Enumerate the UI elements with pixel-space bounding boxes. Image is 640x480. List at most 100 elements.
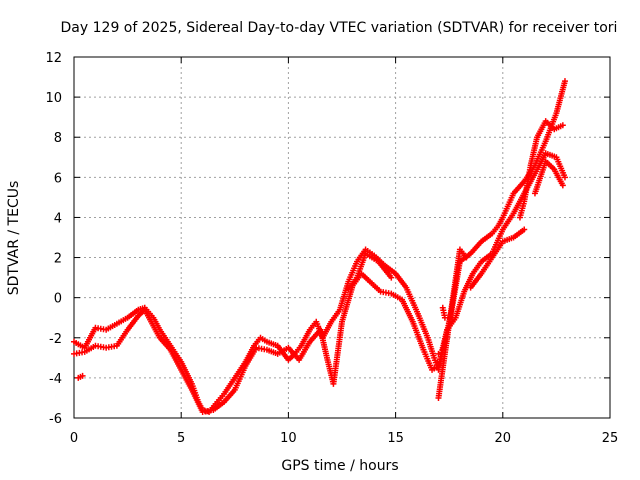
data-point xyxy=(323,352,330,359)
y-tick-label: 0 xyxy=(54,292,62,307)
y-tick-label: 8 xyxy=(54,131,62,146)
data-point xyxy=(433,364,440,371)
data-point xyxy=(520,200,527,207)
data-point xyxy=(375,286,382,293)
data-point xyxy=(187,384,194,391)
x-tick-label: 10 xyxy=(280,431,297,446)
x-tick-label: 5 xyxy=(177,431,185,446)
data-point xyxy=(338,320,345,327)
data-point xyxy=(498,228,505,235)
data-point xyxy=(296,344,303,351)
data-point xyxy=(353,260,360,267)
data-point xyxy=(541,152,548,159)
data-point xyxy=(533,136,540,143)
data-point xyxy=(498,240,505,247)
data-point xyxy=(261,346,268,353)
chart-title: Day 129 of 2025, Sidereal Day-to-day VTE… xyxy=(61,20,618,36)
data-point xyxy=(272,341,279,348)
data-point xyxy=(79,349,86,356)
data-point xyxy=(428,364,435,371)
data-point xyxy=(390,269,397,276)
data-point xyxy=(261,337,268,344)
data-point xyxy=(79,343,86,350)
data-point xyxy=(527,164,534,171)
data-point xyxy=(385,290,392,297)
data-point xyxy=(219,392,226,399)
data-point xyxy=(441,312,448,319)
y-tick-label: -4 xyxy=(49,372,62,387)
data-point xyxy=(396,295,403,302)
data-point xyxy=(487,256,494,263)
data-point xyxy=(198,406,205,413)
data-point xyxy=(549,164,556,171)
y-tick-label: 10 xyxy=(45,91,62,106)
data-point xyxy=(335,308,342,315)
data-point xyxy=(498,216,505,223)
data-point xyxy=(519,227,526,234)
data-point xyxy=(530,172,537,179)
data-point xyxy=(100,344,107,351)
data-point xyxy=(430,352,437,359)
data-point xyxy=(111,343,118,350)
data-point xyxy=(305,328,312,335)
data-point xyxy=(509,212,516,219)
data-point xyxy=(423,332,430,339)
data-point xyxy=(91,326,98,333)
y-tick-label: 4 xyxy=(54,211,62,226)
data-point xyxy=(123,328,130,335)
data-point xyxy=(133,308,140,315)
y-tick-label: 2 xyxy=(54,252,62,267)
data-point xyxy=(468,272,475,279)
data-point xyxy=(219,400,226,407)
grid-lines xyxy=(74,57,610,418)
data-point xyxy=(460,290,467,297)
data-points xyxy=(71,78,568,415)
data-point xyxy=(230,388,237,395)
x-tick-label: 20 xyxy=(495,431,512,446)
data-point xyxy=(177,364,184,371)
data-point xyxy=(541,140,548,147)
data-point xyxy=(435,350,442,357)
x-tick-label: 25 xyxy=(602,431,619,446)
x-axis-ticks: 0 5 10 15 20 25 xyxy=(70,57,618,446)
data-point xyxy=(77,373,84,380)
data-point xyxy=(551,153,558,160)
data-point xyxy=(561,80,568,87)
data-point xyxy=(361,252,368,259)
data-point xyxy=(476,240,483,247)
y-tick-label: -2 xyxy=(49,332,62,347)
data-point xyxy=(365,277,372,284)
data-point xyxy=(252,346,259,353)
data-point xyxy=(508,235,515,242)
data-point xyxy=(373,257,380,264)
y-tick-label: 6 xyxy=(54,171,62,186)
y-axis-label: SDTVAR / TECUs xyxy=(6,181,22,296)
data-point xyxy=(241,365,248,372)
data-point xyxy=(386,272,393,279)
data-point xyxy=(207,407,214,414)
data-point xyxy=(558,180,565,187)
plot-frame xyxy=(73,56,611,419)
data-point xyxy=(305,340,312,347)
data-point xyxy=(477,272,484,279)
data-point xyxy=(419,344,426,351)
data-point xyxy=(408,316,415,323)
data-point xyxy=(476,260,483,267)
data-point xyxy=(230,376,237,383)
data-point xyxy=(155,332,162,339)
data-point xyxy=(461,252,468,259)
data-point xyxy=(493,224,500,231)
data-point xyxy=(111,321,118,328)
x-axis-label: GPS time / hours xyxy=(281,458,398,474)
data-point xyxy=(327,320,334,327)
y-tick-label: -6 xyxy=(49,412,62,427)
data-point xyxy=(352,276,359,283)
y-tick-label: 12 xyxy=(45,51,62,66)
data-point xyxy=(122,315,129,322)
data-point xyxy=(509,192,516,199)
data-point xyxy=(413,306,420,313)
data-point xyxy=(487,231,494,238)
data-point xyxy=(557,123,564,130)
data-point xyxy=(552,112,559,119)
